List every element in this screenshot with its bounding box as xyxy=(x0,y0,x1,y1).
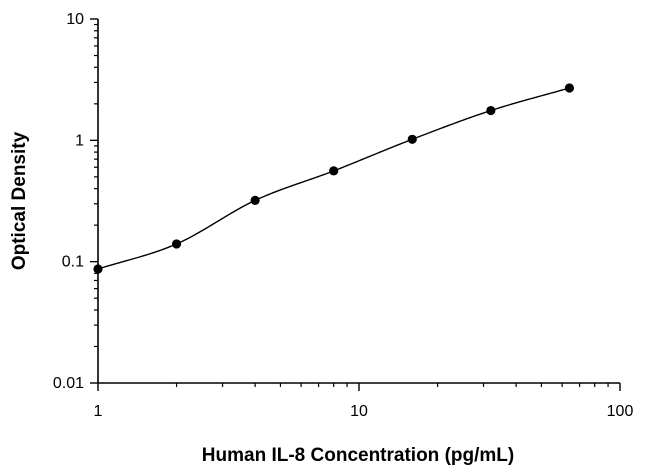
y-tick-label: 0.1 xyxy=(62,254,84,271)
data-point xyxy=(250,195,260,205)
y-axis-title: Optical Density xyxy=(9,131,30,270)
axes xyxy=(97,19,620,384)
x-tick-label: 1 xyxy=(94,403,103,420)
x-axis-title: Human IL-8 Concentration (pg/mL) xyxy=(202,445,514,466)
data-point xyxy=(564,83,575,93)
fit-curve xyxy=(97,87,570,270)
data-point xyxy=(171,239,182,249)
x-tick-label: 10 xyxy=(350,403,368,420)
y-tick-label: 10 xyxy=(66,11,84,28)
fit-curve-layer xyxy=(97,87,570,270)
data-point xyxy=(407,134,417,144)
y-tick-label: 1 xyxy=(75,132,84,149)
y-tick-label: 0.01 xyxy=(53,375,84,392)
x-tick-label: 100 xyxy=(607,403,634,420)
data-point xyxy=(486,105,496,116)
data-points-layer xyxy=(93,83,575,274)
axis-ticks: 1 10 100 0.01 0.1 1 10 xyxy=(53,11,634,420)
data-point xyxy=(93,264,103,274)
data-point xyxy=(329,166,339,176)
